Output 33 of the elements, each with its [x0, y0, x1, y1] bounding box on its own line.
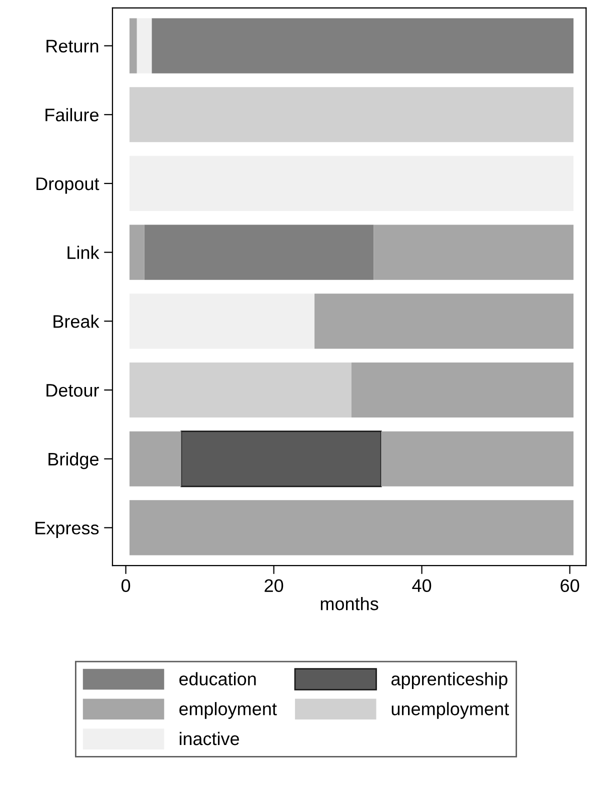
x-tick-label: 40	[412, 579, 432, 592]
y-tick-label: Break	[54, 314, 100, 328]
y-tick-label: Failure	[46, 108, 98, 122]
x-axis-title: months	[320, 596, 378, 610]
legend-label: employment	[179, 702, 277, 719]
x-tick-label: 20	[264, 579, 284, 592]
y-tick-label: Express	[36, 522, 99, 538]
x-tick-label: 0	[121, 579, 130, 592]
y-tick-label: Return	[46, 40, 98, 52]
y-tick-label: Dropout	[36, 178, 100, 194]
y-tick-label: Detour	[46, 384, 99, 397]
y-tick-label: Bridge	[48, 452, 98, 470]
bar	[130, 362, 352, 418]
legend-label: apprenticeship	[391, 672, 508, 689]
bar	[381, 431, 574, 486]
bar	[130, 87, 574, 142]
bar	[314, 294, 574, 349]
bar	[130, 224, 144, 280]
legend-label: education	[179, 672, 256, 686]
y-tick-label: Link	[68, 246, 100, 259]
bar	[130, 18, 137, 74]
legend-label: unemployment	[392, 702, 509, 719]
bar	[130, 294, 314, 349]
bar	[180, 430, 382, 488]
legend-label: inactive	[180, 732, 240, 746]
bar	[144, 224, 374, 280]
bar	[136, 18, 152, 74]
bar	[352, 362, 574, 418]
bar	[130, 431, 182, 486]
x-tick-label: 60	[560, 579, 580, 592]
bar	[374, 224, 574, 280]
bar	[152, 18, 574, 74]
bar	[130, 500, 574, 556]
